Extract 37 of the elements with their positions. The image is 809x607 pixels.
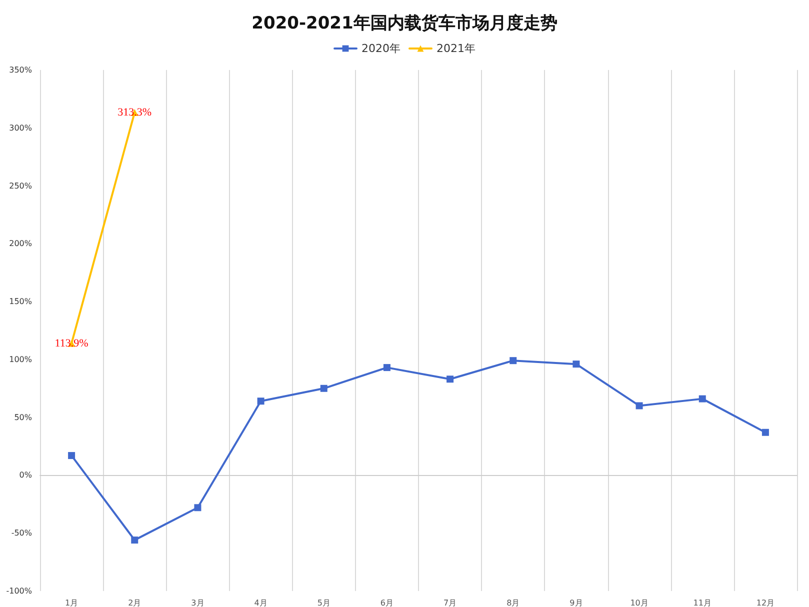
y-tick-label: 0% [19,470,32,480]
point [572,360,580,368]
point [698,395,706,402]
x-tick-label: 9月 [570,598,583,607]
chart-title: 2020-2021年国内载货车市场月度走势 [252,14,558,34]
x-tick-label: 2月 [128,598,142,607]
x-tick-label: 8月 [506,598,520,607]
x-tick-label: 10月 [630,598,648,607]
legend-label: 2020年 [362,42,401,55]
point [636,402,643,410]
point [446,376,454,383]
x-tick-label: 12月 [756,598,775,607]
y-tick-label: -100% [6,586,32,596]
x-tick-label: 11月 [693,598,712,607]
point [257,398,264,405]
y-tick-label: -50% [11,528,32,538]
y-tick-label: 100% [9,354,32,364]
y-tick-label: 350% [9,66,32,74]
point [131,536,138,544]
x-tick-label: 6月 [380,598,394,607]
legend-label: 2021年 [436,42,476,55]
x-tick-label: 4月 [254,598,268,607]
y-tick-label: 300% [9,123,32,132]
point [510,357,517,364]
y-tick-label: 250% [9,181,32,190]
point [68,452,76,460]
x-tick-label: 3月 [191,598,204,607]
point [762,428,769,436]
point [320,384,328,392]
x-tick-label: 5月 [317,598,330,607]
point [383,364,390,372]
x-tick-label: 7月 [443,598,457,607]
y-tick-label: 200% [9,239,32,248]
y-tick-label: 50% [14,412,32,422]
point [194,504,202,512]
y-tick-label: 150% [9,297,32,306]
x-tick-label: 1月 [64,598,78,607]
